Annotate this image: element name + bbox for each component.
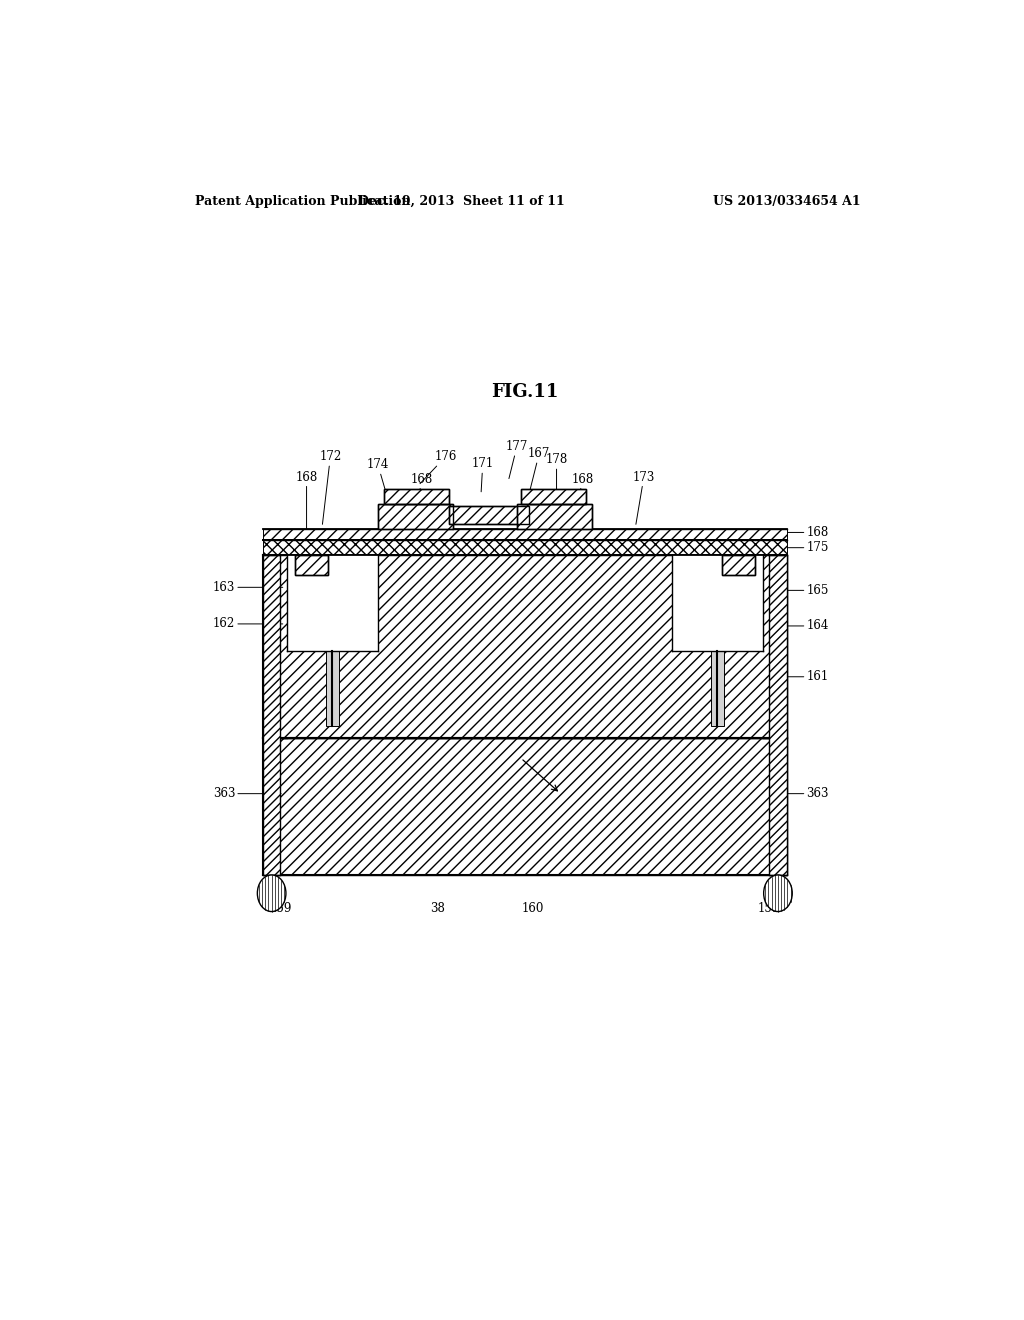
Bar [295,554,328,576]
Bar [769,554,786,875]
Text: FIG.11: FIG.11 [492,383,558,401]
Text: 171: 171 [472,458,494,492]
Bar [287,554,378,651]
Bar [450,506,528,524]
Text: 168: 168 [411,473,433,529]
Text: US 2013/0334654 A1: US 2013/0334654 A1 [713,194,860,207]
Text: 168: 168 [571,473,594,529]
Text: 163: 163 [213,581,283,594]
Bar [263,554,281,875]
Text: 159: 159 [269,903,292,915]
Text: 164: 164 [778,619,828,632]
Text: 178: 178 [546,453,567,492]
Text: 172: 172 [319,450,341,524]
Text: 168: 168 [786,525,828,539]
Bar [384,488,450,504]
Bar [450,506,528,524]
Text: 175: 175 [786,541,828,554]
Bar [263,554,786,738]
Bar [378,504,454,529]
Text: 167: 167 [528,447,550,492]
Bar [517,504,592,529]
Text: Patent Application Publication: Patent Application Publication [196,194,411,207]
Bar [326,651,339,726]
Text: 160: 160 [521,903,544,915]
Text: 173: 173 [633,471,655,524]
Text: 165: 165 [778,583,828,597]
Circle shape [257,875,286,912]
Text: 161: 161 [778,671,828,684]
Bar [263,529,786,540]
Text: Dec. 19, 2013  Sheet 11 of 11: Dec. 19, 2013 Sheet 11 of 11 [358,194,564,207]
Bar [521,488,586,504]
Bar [672,554,763,651]
Bar [722,554,755,576]
Text: 363: 363 [778,787,829,800]
Text: 177: 177 [506,440,528,479]
Text: 174: 174 [367,458,390,506]
Bar [521,488,586,504]
Bar [384,488,450,504]
Bar [517,504,592,529]
Text: 162: 162 [213,618,283,631]
Text: 363: 363 [213,787,282,800]
Bar [263,540,786,554]
Bar [722,554,755,576]
Circle shape [764,875,793,912]
Bar [378,504,454,529]
Text: 168: 168 [296,471,317,529]
Text: 176: 176 [420,450,457,483]
Bar [263,738,786,875]
Text: 38: 38 [430,903,445,915]
Bar [295,554,328,576]
Bar [711,651,724,726]
Text: 159: 159 [758,903,780,915]
